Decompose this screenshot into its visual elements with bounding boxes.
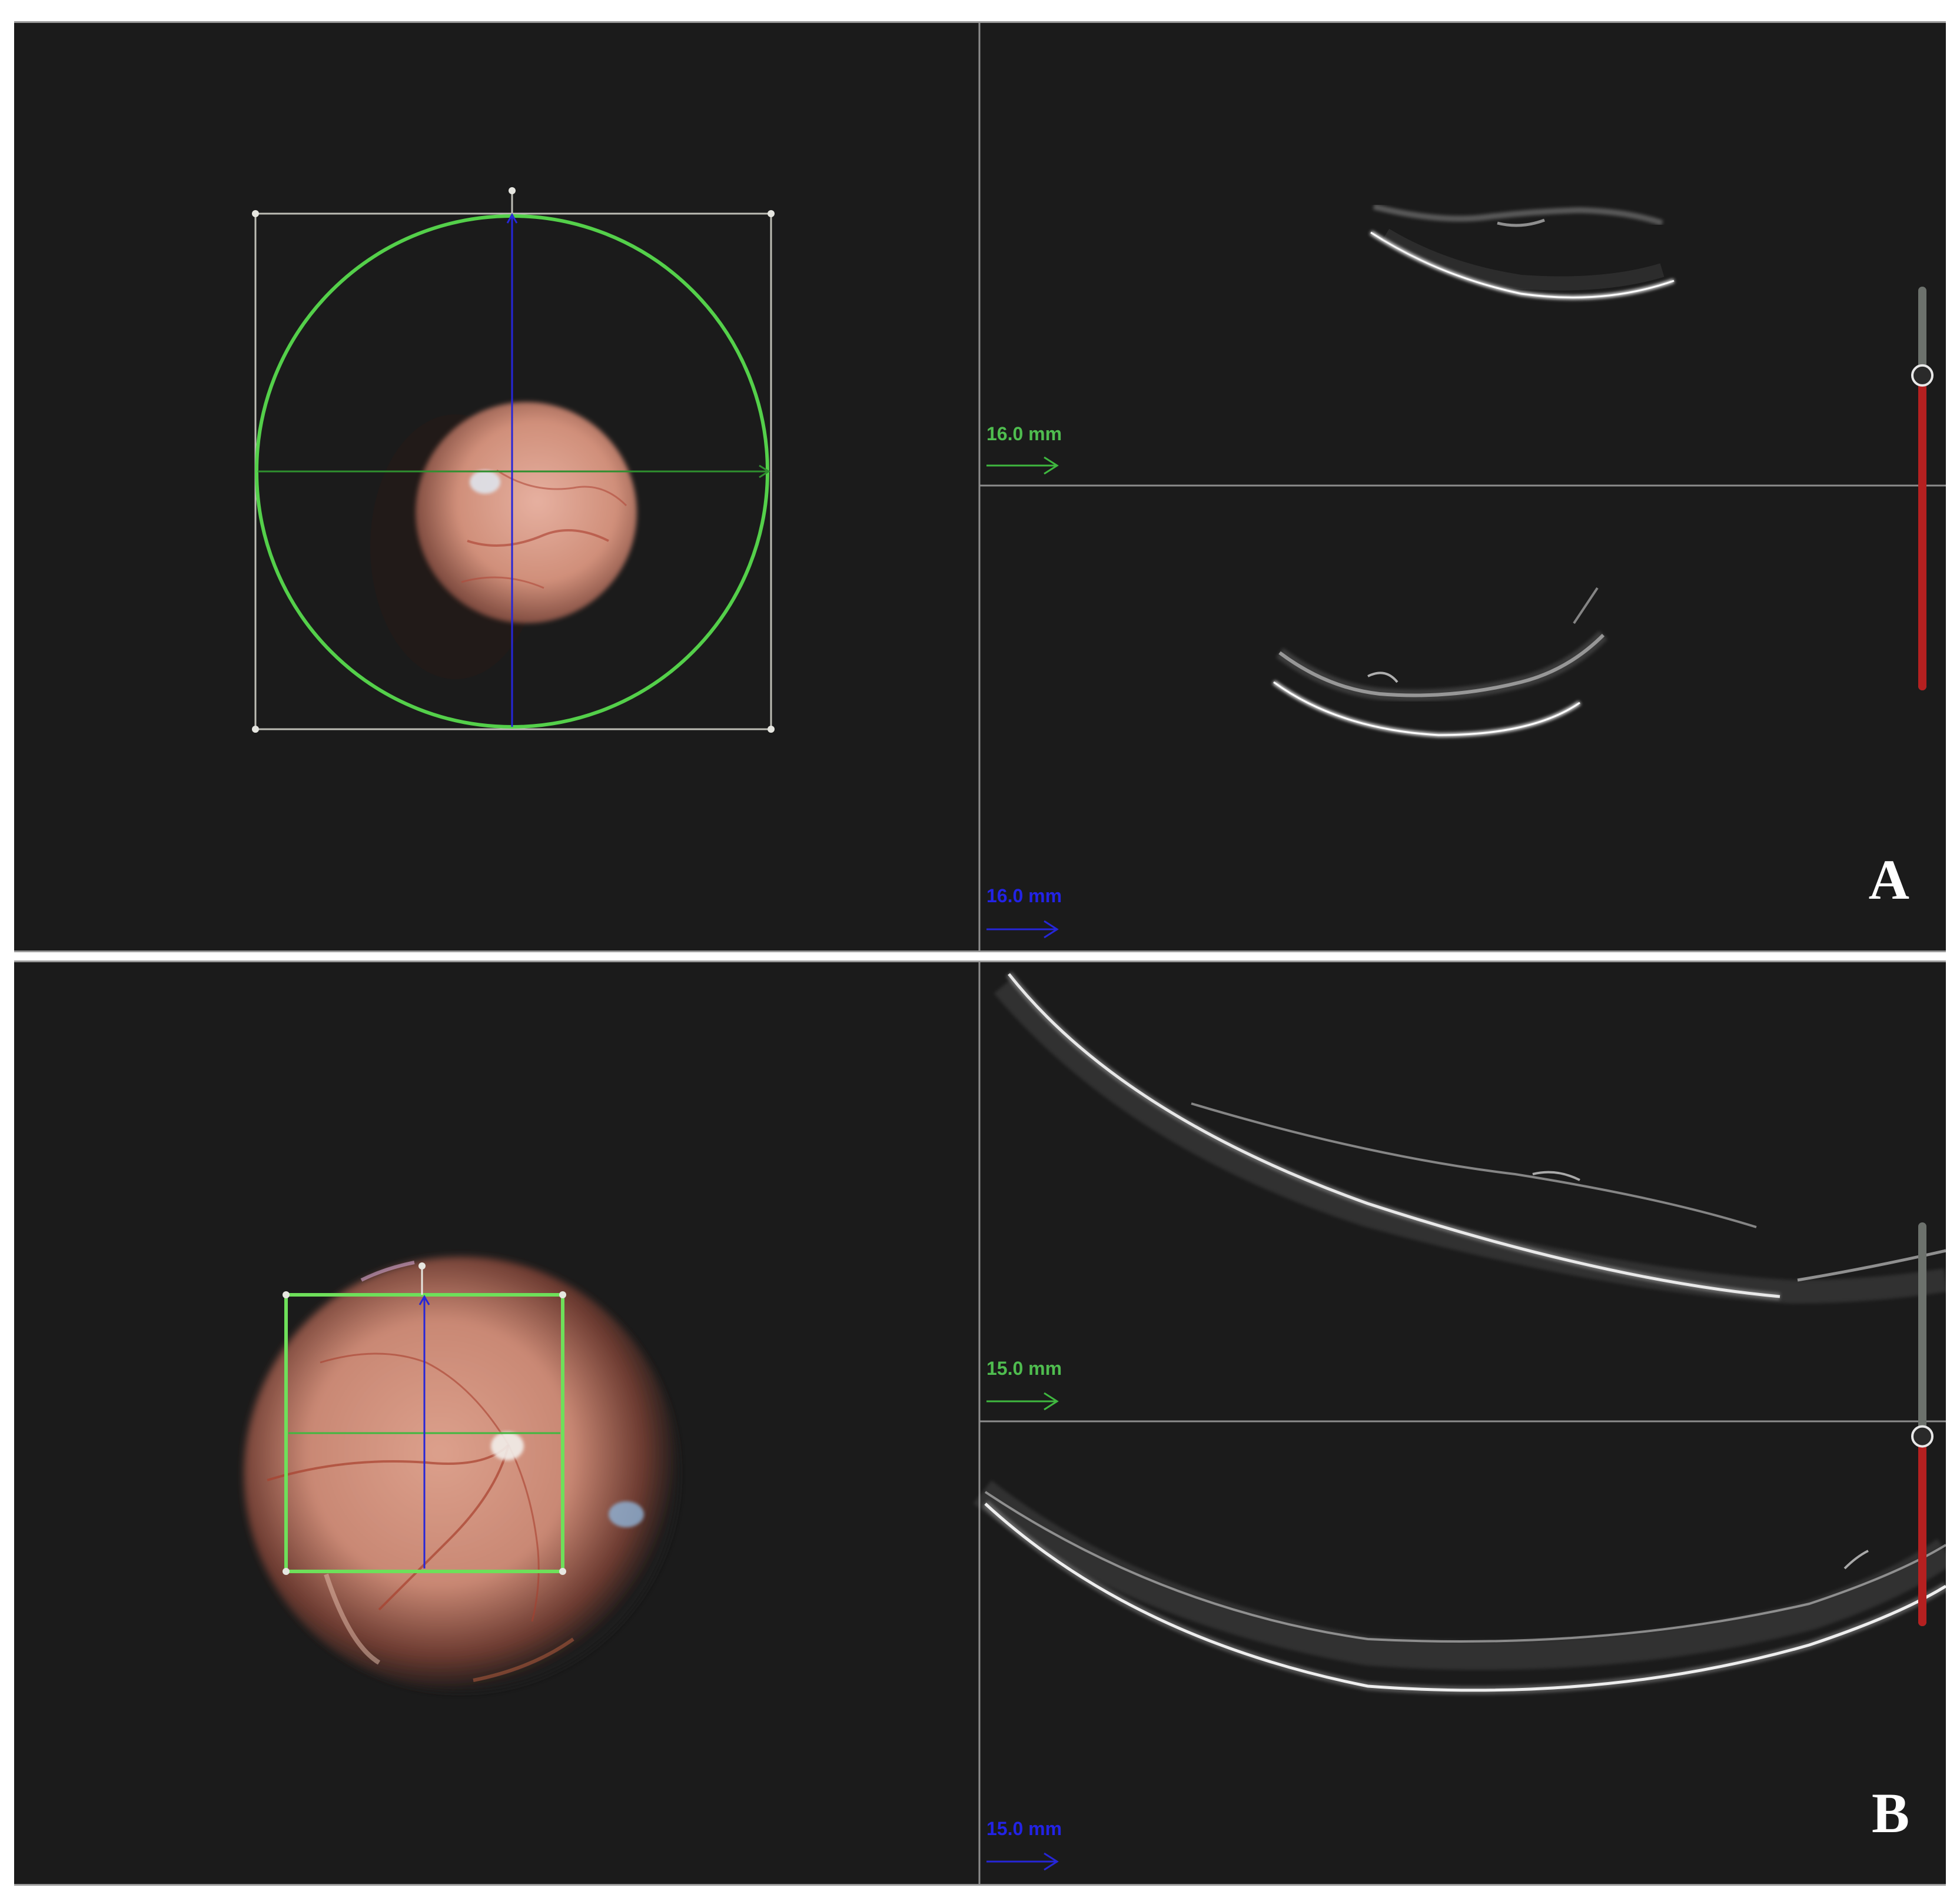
fundus-image bbox=[244, 1257, 679, 1692]
retinal-vessel bbox=[467, 529, 609, 547]
horizontal-scan-width-label: 16.0 mm bbox=[986, 423, 1062, 444]
vertical-scan-width-label: 16.0 mm bbox=[986, 885, 1062, 906]
bscan-horizontal-a bbox=[1370, 204, 1675, 300]
lens-reflex bbox=[324, 1573, 381, 1665]
panel-letter: B bbox=[1871, 1782, 1909, 1844]
arrow-up-icon bbox=[506, 212, 518, 224]
slider-knob-icon[interactable] bbox=[1911, 1425, 1934, 1448]
retinal-vessel bbox=[267, 1444, 510, 1481]
slider-knob-icon[interactable] bbox=[1911, 364, 1934, 387]
corner-handle[interactable] bbox=[283, 1291, 290, 1298]
fundus-view-a bbox=[370, 402, 637, 679]
fundus-image bbox=[416, 402, 637, 623]
corner-handle[interactable] bbox=[252, 726, 259, 733]
horizontal-scan-width-label: 15.0 mm bbox=[986, 1358, 1062, 1379]
optic-disc bbox=[491, 1432, 524, 1460]
optic-disc bbox=[470, 470, 500, 494]
bscan-horizontal-b bbox=[994, 972, 1946, 1304]
retinal-vessel bbox=[507, 1444, 540, 1622]
arrow-right-icon bbox=[986, 1852, 1059, 1871]
arrow-right-icon bbox=[986, 920, 1059, 939]
corner-handle[interactable] bbox=[283, 1568, 290, 1575]
corner-handle[interactable] bbox=[252, 210, 259, 217]
arrow-up-icon bbox=[418, 1294, 430, 1305]
panel-b-canvas bbox=[244, 962, 1946, 1884]
retinal-vessel bbox=[461, 576, 544, 589]
arrow-right-icon bbox=[986, 1392, 1059, 1411]
corner-handle[interactable] bbox=[559, 1568, 566, 1575]
arrow-right-icon bbox=[759, 464, 770, 478]
slider-fill bbox=[1918, 1436, 1926, 1626]
corner-handle[interactable] bbox=[768, 210, 775, 217]
retinal-vessel bbox=[378, 1444, 510, 1611]
panel-letter: A bbox=[1868, 848, 1909, 911]
corner-handle[interactable] bbox=[768, 726, 775, 733]
lens-reflex bbox=[473, 1637, 574, 1682]
rotate-handle[interactable] bbox=[418, 1262, 426, 1269]
panel-a-canvas bbox=[252, 23, 1946, 950]
bscan-vertical-a bbox=[1272, 587, 1608, 737]
rotate-handle[interactable] bbox=[509, 187, 516, 194]
bscan-vertical-b bbox=[973, 1480, 1946, 1694]
light-reflex bbox=[609, 1501, 644, 1527]
lens-reflex bbox=[360, 1261, 415, 1282]
slider-fill bbox=[1918, 375, 1926, 690]
intensity-slider-a[interactable] bbox=[1911, 287, 1934, 690]
fundus-view-b bbox=[244, 1257, 679, 1692]
retinal-vessel bbox=[496, 469, 627, 507]
retinal-vessel bbox=[320, 1352, 510, 1445]
vertical-scan-width-label: 15.0 mm bbox=[986, 1818, 1062, 1839]
corner-handle[interactable] bbox=[559, 1291, 566, 1298]
intensity-slider-b[interactable] bbox=[1911, 1222, 1934, 1626]
panel-a: 16.0 mm 16.0 mm A bbox=[14, 21, 1946, 952]
panel-b: 15.0 mm 15.0 mm B bbox=[14, 961, 1946, 1886]
arrow-right-icon bbox=[986, 456, 1059, 475]
